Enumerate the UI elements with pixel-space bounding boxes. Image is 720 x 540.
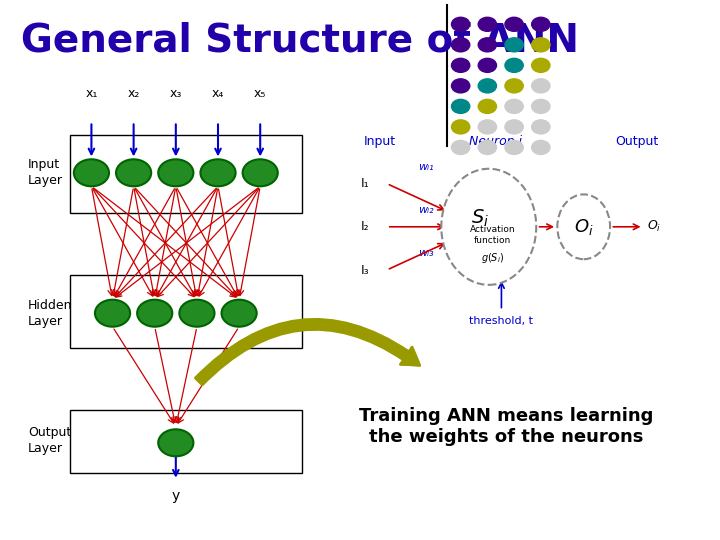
- Circle shape: [451, 99, 469, 113]
- Circle shape: [74, 159, 109, 186]
- Circle shape: [478, 79, 497, 93]
- Text: x₅: x₅: [254, 87, 266, 100]
- Text: Hidden
Layer: Hidden Layer: [28, 299, 73, 328]
- Text: General Structure of ANN: General Structure of ANN: [21, 22, 579, 59]
- Circle shape: [478, 140, 497, 154]
- Text: threshold, t: threshold, t: [469, 316, 534, 326]
- FancyArrowPatch shape: [195, 319, 420, 385]
- Circle shape: [531, 140, 550, 154]
- Text: $g(S_i)$: $g(S_i)$: [481, 251, 504, 265]
- Circle shape: [451, 17, 469, 31]
- Text: Output: Output: [615, 136, 658, 148]
- Circle shape: [478, 17, 497, 31]
- Circle shape: [505, 99, 523, 113]
- Ellipse shape: [557, 194, 610, 259]
- Circle shape: [505, 79, 523, 93]
- Text: x₃: x₃: [170, 87, 182, 100]
- Circle shape: [451, 58, 469, 72]
- Circle shape: [179, 300, 215, 327]
- Circle shape: [95, 300, 130, 327]
- Text: I₁: I₁: [361, 177, 369, 190]
- Text: Input: Input: [364, 136, 396, 148]
- Text: wᵢ₃: wᵢ₃: [418, 248, 433, 258]
- Circle shape: [451, 120, 469, 134]
- Circle shape: [531, 99, 550, 113]
- Circle shape: [478, 38, 497, 52]
- Circle shape: [158, 429, 194, 456]
- Circle shape: [243, 159, 278, 186]
- Circle shape: [451, 140, 469, 154]
- Text: $O_i$: $O_i$: [647, 219, 661, 234]
- Circle shape: [505, 17, 523, 31]
- Circle shape: [505, 140, 523, 154]
- Circle shape: [531, 120, 550, 134]
- Circle shape: [451, 38, 469, 52]
- Text: x₂: x₂: [127, 87, 140, 100]
- Text: Output
Layer: Output Layer: [28, 426, 71, 455]
- Circle shape: [531, 58, 550, 72]
- Circle shape: [200, 159, 235, 186]
- Text: wᵢ₁: wᵢ₁: [418, 161, 433, 172]
- Circle shape: [137, 300, 172, 327]
- Circle shape: [478, 58, 497, 72]
- Circle shape: [222, 300, 257, 327]
- Text: Activation
function: Activation function: [469, 225, 515, 245]
- Circle shape: [116, 159, 151, 186]
- Circle shape: [451, 79, 469, 93]
- Text: Input
Layer: Input Layer: [28, 158, 63, 187]
- Circle shape: [478, 120, 497, 134]
- Circle shape: [478, 99, 497, 113]
- Text: wᵢ₂: wᵢ₂: [418, 205, 433, 215]
- Circle shape: [531, 38, 550, 52]
- Text: $S_i$: $S_i$: [472, 208, 490, 230]
- Circle shape: [505, 38, 523, 52]
- Text: $O_i$: $O_i$: [574, 217, 593, 237]
- Text: I₃: I₃: [361, 264, 369, 276]
- Text: y: y: [171, 489, 180, 503]
- Circle shape: [505, 120, 523, 134]
- Circle shape: [531, 17, 550, 31]
- Ellipse shape: [441, 168, 536, 285]
- Circle shape: [158, 159, 194, 186]
- Text: I₂: I₂: [361, 220, 369, 233]
- Text: Neuron i: Neuron i: [469, 136, 523, 148]
- Circle shape: [505, 58, 523, 72]
- Text: Training ANN means learning
the weights of the neurons: Training ANN means learning the weights …: [359, 407, 654, 446]
- Text: x₁: x₁: [85, 87, 98, 100]
- Text: x₄: x₄: [212, 87, 224, 100]
- Circle shape: [531, 79, 550, 93]
